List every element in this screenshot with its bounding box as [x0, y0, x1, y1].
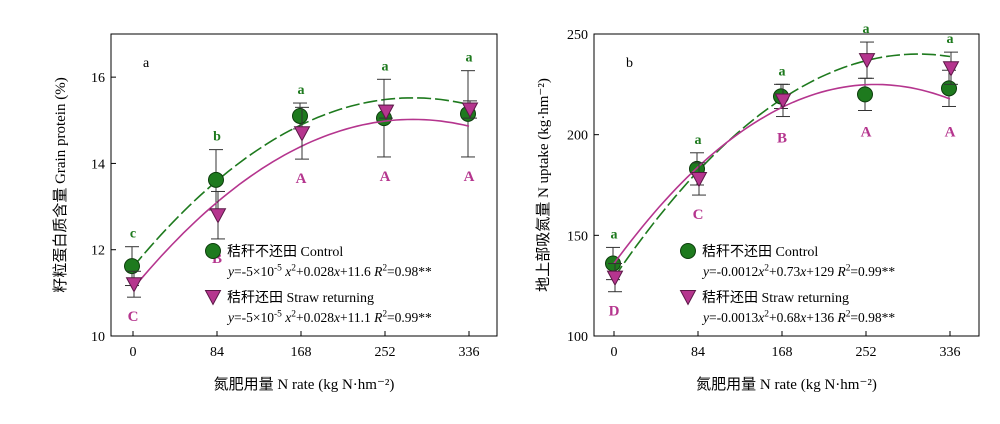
- y-tick-label: 16: [91, 71, 105, 86]
- y-axis-label: 地上部吸氮量 N uptake (kg·hm⁻²): [535, 78, 552, 292]
- x-axis-label: 氮肥用量 N rate (kg N·hm⁻²): [214, 376, 395, 393]
- significance-letter-control: a: [863, 22, 870, 37]
- legend-marker-control: [680, 243, 696, 259]
- x-tick-label: 168: [291, 345, 312, 360]
- data-point-straw: [606, 270, 624, 287]
- significance-letter-straw: A: [296, 171, 307, 187]
- data-point-control: [857, 86, 873, 103]
- data-point-control: [292, 107, 308, 124]
- y-tick-label: 250: [567, 28, 588, 43]
- legend-marker-straw: [204, 290, 222, 306]
- data-point-straw: [293, 126, 311, 142]
- x-axis-label: 氮肥用量 N rate (kg N·hm⁻²): [696, 376, 877, 393]
- y-tick-label: 100: [567, 330, 588, 345]
- significance-letter-straw: A: [861, 125, 872, 141]
- significance-letter-control: a: [466, 51, 473, 66]
- significance-letter-control: a: [947, 32, 954, 47]
- panel-letter: b: [626, 56, 633, 71]
- significance-letter-straw: C: [128, 309, 139, 325]
- significance-letter-straw: C: [693, 207, 704, 223]
- significance-letter-control: a: [298, 83, 305, 98]
- y-tick-label: 14: [91, 157, 105, 172]
- data-point-straw: [125, 277, 143, 293]
- equation-control: y=-0.0012x2+0.73x+129 R2=0.99**: [701, 264, 895, 279]
- equation-control: y=-5×10-5 x2+0.028x+11.6 R2=0.98**: [226, 264, 432, 279]
- fit-curve-straw: [132, 118, 470, 290]
- fit-curve-control: [132, 97, 470, 268]
- significance-letter-straw: A: [464, 169, 475, 185]
- significance-letter-control: a: [382, 59, 389, 74]
- data-point-control: [941, 80, 957, 97]
- x-tick-label: 168: [772, 345, 793, 360]
- x-tick-label: 252: [856, 345, 877, 360]
- significance-letter-straw: D: [609, 304, 620, 320]
- legend-label-straw: 秸秆还田 Straw returning: [227, 290, 374, 306]
- y-tick-label: 10: [91, 330, 105, 345]
- x-tick-label: 84: [691, 345, 705, 360]
- fit-curve-straw: [613, 83, 951, 264]
- equation-straw: y=-5×10-5 x2+0.028x+11.1 R2=0.99**: [226, 310, 432, 325]
- equation-straw: y=-0.0013x2+0.68x+136 R2=0.98**: [701, 310, 895, 325]
- significance-letter-straw: A: [380, 169, 391, 185]
- x-tick-label: 0: [611, 345, 618, 360]
- y-tick-label: 150: [567, 229, 588, 244]
- data-point-straw: [690, 171, 708, 188]
- x-tick-label: 252: [375, 345, 396, 360]
- significance-letter-straw: B: [777, 131, 787, 147]
- legend-marker-straw: [679, 290, 697, 306]
- y-tick-label: 200: [567, 129, 588, 144]
- x-tick-label: 84: [210, 345, 224, 360]
- data-point-straw: [461, 102, 479, 119]
- data-point-straw: [942, 61, 960, 77]
- significance-letter-control: a: [611, 227, 618, 242]
- significance-letter-straw: A: [945, 125, 956, 141]
- panel-letter: a: [143, 56, 150, 71]
- legend-label-control: 秸秆不还田 Control: [702, 244, 818, 260]
- x-tick-label: 0: [130, 345, 137, 360]
- data-point-straw: [858, 53, 876, 69]
- y-tick-label: 12: [91, 244, 105, 259]
- plot-frame: [593, 33, 980, 337]
- data-point-control: [208, 171, 224, 188]
- significance-letter-control: b: [213, 130, 221, 145]
- data-point-straw: [377, 104, 395, 121]
- significance-letter-control: c: [130, 227, 136, 242]
- x-tick-label: 336: [459, 345, 480, 360]
- x-tick-label: 336: [940, 345, 961, 360]
- y-axis-label: 籽粒蛋白质含量 Grain protein (%): [52, 77, 69, 292]
- significance-letter-control: a: [695, 133, 702, 148]
- significance-letter-control: a: [779, 64, 786, 79]
- data-point-straw: [774, 93, 792, 109]
- legend-marker-control: [205, 243, 221, 259]
- legend-label-control: 秸秆不还田 Control: [227, 244, 343, 260]
- significance-letter-straw: B: [212, 251, 222, 267]
- data-point-control: [124, 258, 140, 275]
- legend-label-straw: 秸秆还田 Straw returning: [702, 290, 849, 306]
- plot-frame: [110, 33, 498, 337]
- data-point-straw: [209, 208, 227, 224]
